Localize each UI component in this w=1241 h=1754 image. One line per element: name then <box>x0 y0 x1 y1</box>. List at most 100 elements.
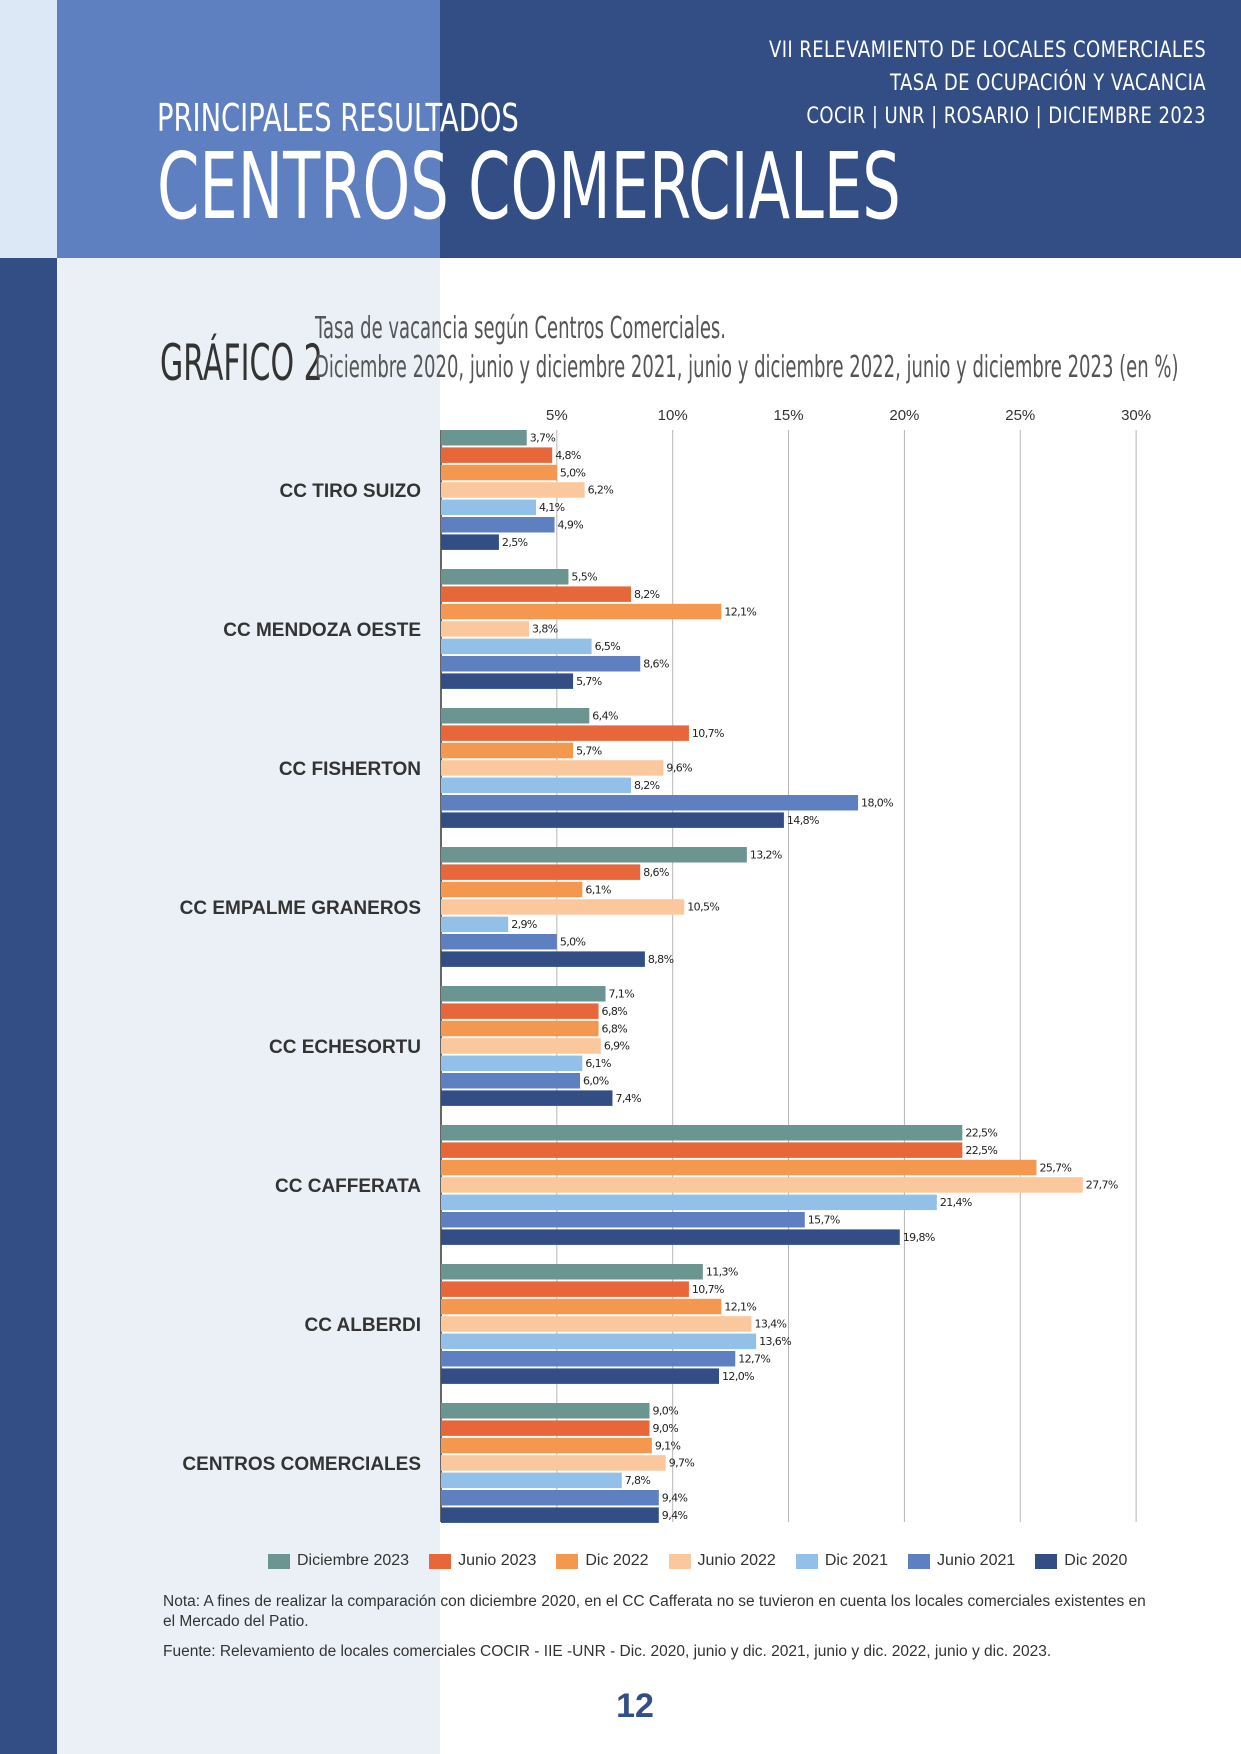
section-title: CENTROS COMERCIALES <box>157 133 901 240</box>
bar-value-label: 2,5% <box>502 536 528 549</box>
bar-value-label: 6,9% <box>604 1040 630 1053</box>
chart-number-label: GRÁFICO 2 <box>160 334 323 392</box>
bar-value-label: 6,4% <box>592 710 618 723</box>
bar-value-label: 4,9% <box>558 519 584 532</box>
chart-legend: Diciembre 2023 Junio 2023 Dic 2022 Junio 20… <box>268 1552 1147 1570</box>
legend-swatch <box>907 1553 930 1569</box>
legend-label: Dic 2022 <box>585 1552 649 1569</box>
bar-value-label: 22,5% <box>965 1127 997 1140</box>
category-label: CC TIRO SUIZO <box>280 481 421 502</box>
bar-value-label: 9,6% <box>666 762 692 775</box>
bar <box>441 1125 963 1141</box>
legend-swatch <box>1035 1553 1058 1569</box>
bar-value-label: 6,0% <box>583 1075 609 1088</box>
bar <box>441 1316 752 1332</box>
bars-layer: 3,7%4,8%5,0%6,2%4,1%4,9%2,5%5,5%8,2%12,1… <box>441 430 1119 1523</box>
bar-value-label: 15,7% <box>808 1214 840 1227</box>
bar <box>441 1142 963 1158</box>
bar <box>441 986 606 1002</box>
bar-value-label: 21,4% <box>940 1196 972 1209</box>
category-labels: CC TIRO SUIZO CC MENDOZA OESTE CC FISHERTO… <box>180 481 422 1475</box>
x-tick-label: 20% <box>889 407 919 424</box>
chart-title: Tasa de vacancia según Centros Comercial… <box>315 311 727 346</box>
bar <box>441 1090 613 1106</box>
bar <box>441 621 530 637</box>
bar-value-label: 19,8% <box>903 1231 935 1244</box>
category-label: CC EMPALME GRANEROS <box>180 898 421 919</box>
bar <box>441 847 747 863</box>
bar-value-label: 9,4% <box>662 1492 688 1505</box>
bar <box>441 1351 736 1367</box>
bar <box>441 673 574 689</box>
bar <box>441 1490 659 1506</box>
bar-value-label: 6,8% <box>602 1022 628 1035</box>
x-tick-label: 10% <box>658 407 688 424</box>
bar-value-label: 9,0% <box>653 1405 679 1418</box>
bar <box>441 934 557 950</box>
bar-value-label: 6,1% <box>585 1057 611 1070</box>
bar <box>441 1055 583 1072</box>
bar-value-label: 22,5% <box>965 1144 997 1157</box>
bar-value-label: 9,1% <box>655 1439 681 1452</box>
bar <box>441 1420 650 1436</box>
bar-value-label: 10,7% <box>692 727 724 740</box>
category-label: CC CAFFERATA <box>275 1176 421 1197</box>
legend-item: Dic 2021 <box>795 1552 888 1570</box>
category-label: CC ALBERDI <box>305 1315 421 1336</box>
bar-value-label: 8,8% <box>648 953 674 966</box>
bar <box>441 447 553 463</box>
report-line-1: VII RELEVAMIENTO DE LOCALES COMERCIALES <box>768 38 1206 63</box>
bar-value-label: 5,5% <box>571 571 597 584</box>
bar <box>441 656 641 672</box>
legend-swatch <box>668 1553 691 1569</box>
legend-item: Diciembre 2023 <box>268 1552 409 1570</box>
left-band-dark <box>0 258 57 1754</box>
bar <box>441 499 536 516</box>
bar-value-label: 5,7% <box>576 675 602 688</box>
bar <box>441 430 527 446</box>
legend-swatch <box>268 1553 290 1569</box>
bar-value-label: 4,1% <box>539 501 565 514</box>
bar <box>441 1159 1037 1176</box>
bar <box>441 534 499 550</box>
bar <box>441 1229 900 1245</box>
bar-value-label: 13,2% <box>750 849 782 862</box>
bar-value-label: 14,8% <box>787 814 819 827</box>
bar-value-label: 6,1% <box>585 883 611 896</box>
header-panel-light <box>57 0 440 258</box>
bar-value-label: 8,6% <box>643 658 669 671</box>
bar <box>441 482 585 498</box>
bar-value-label: 12,7% <box>738 1353 770 1366</box>
bar-value-label: 2,9% <box>511 918 537 931</box>
section-kicker: PRINCIPALES RESULTADOS <box>157 96 519 140</box>
legend-item: Junio 2023 <box>429 1552 536 1570</box>
chart-source: Fuente: Relevamiento de locales comercia… <box>163 1643 1052 1660</box>
page-number: 12 <box>616 1687 654 1725</box>
bar-value-label: 4,8% <box>555 449 581 462</box>
bar <box>441 1403 650 1419</box>
left-strip-light <box>0 0 57 258</box>
bar <box>441 1507 659 1523</box>
bar-value-label: 5,7% <box>576 744 602 757</box>
bar-value-label: 7,1% <box>609 988 635 1001</box>
legend-item: Junio 2022 <box>668 1552 776 1570</box>
header-panel-dark <box>440 0 1241 258</box>
legend-item: Dic 2020 <box>1035 1552 1127 1570</box>
bar <box>441 1472 622 1489</box>
bar-value-label: 3,8% <box>532 623 558 636</box>
bar <box>441 1020 599 1037</box>
bar-value-label: 25,7% <box>1039 1161 1071 1174</box>
bar <box>441 1368 720 1384</box>
bar <box>441 951 645 967</box>
x-tick-label: 5% <box>546 407 568 424</box>
legend-swatch <box>429 1553 452 1569</box>
bar <box>441 725 689 741</box>
bar <box>441 603 722 620</box>
x-tick-labels: 5% 10% 15% 20% 25% 30% <box>546 407 1151 424</box>
bar-value-label: 9,7% <box>669 1457 695 1470</box>
report-heading: VII RELEVAMIENTO DE LOCALES COMERCIALES … <box>769 34 1206 133</box>
legend-label: Diciembre 2023 <box>297 1552 410 1569</box>
bar-value-label: 3,7% <box>530 432 556 445</box>
bar <box>441 1333 757 1350</box>
